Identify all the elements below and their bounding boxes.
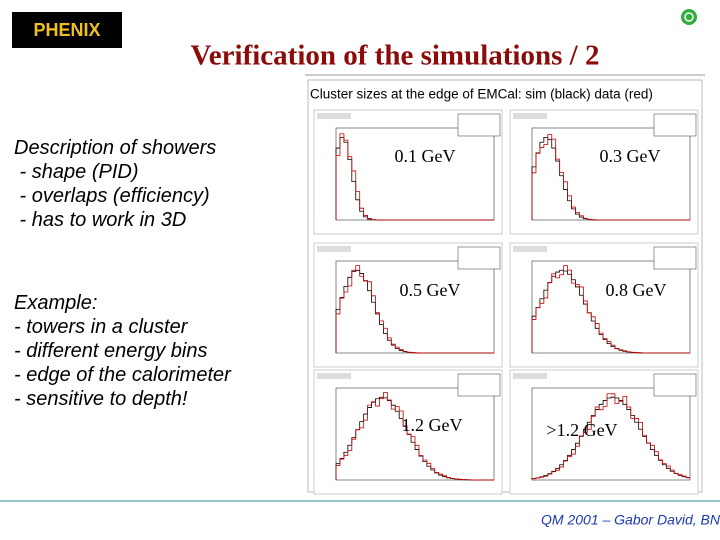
description-block: Description of showers - shape (PID) - o… [14, 136, 216, 232]
panel-label: 1.2 GeV [402, 415, 463, 435]
text-line: Example: [14, 292, 98, 314]
stats-box [653, 246, 697, 270]
histogram-shape [335, 392, 494, 481]
example-block: Example: - towers in a cluster - differe… [14, 291, 231, 411]
panel-tag [513, 113, 547, 119]
text-line: - different energy bins [14, 340, 208, 362]
plot-area [531, 387, 691, 481]
panel-tag [317, 113, 351, 119]
slide-title: Verification of the simulations / 2 [191, 40, 600, 72]
icon-ring [684, 12, 694, 22]
histogram-shape [531, 134, 690, 221]
panel-tag [317, 373, 351, 379]
panel-label: 0.1 GeV [395, 146, 456, 166]
histogram-shape [531, 265, 690, 354]
logo-box [12, 12, 122, 48]
histogram-shape [531, 393, 690, 480]
histogram-shape [335, 265, 494, 354]
text-line: - sensitive to depth! [14, 388, 188, 410]
logo: PHENIX [33, 20, 100, 40]
panel-label: >1.2 GeV [546, 420, 617, 440]
text-line: - has to work in 3D [14, 209, 187, 231]
panel-label: 0.5 GeV [400, 280, 461, 300]
panel-label: 0.3 GeV [600, 146, 661, 166]
plot-area [531, 260, 691, 354]
text-line: Description of showers [14, 137, 217, 159]
panel-tag [513, 373, 547, 379]
text-line: - shape (PID) [14, 161, 139, 183]
plot-area [335, 387, 495, 481]
stats-box [457, 246, 501, 270]
histogram-shape [335, 133, 494, 221]
panel-label: 0.8 GeV [606, 280, 667, 300]
text-line: - edge of the calorimeter [14, 364, 231, 386]
stats-box [457, 113, 501, 137]
footer: QM 2001 – Gabor David, BN [541, 512, 720, 528]
panel-tag [317, 246, 351, 252]
stats-box [457, 373, 501, 397]
stats-box [653, 113, 697, 137]
stats-box [653, 373, 697, 397]
figure-title: Cluster sizes at the edge of EMCal: sim … [310, 87, 653, 102]
icon [681, 9, 697, 25]
text-line: - overlaps (efficiency) [14, 185, 210, 207]
panel-tag [513, 246, 547, 252]
text-line: - towers in a cluster [14, 316, 188, 338]
